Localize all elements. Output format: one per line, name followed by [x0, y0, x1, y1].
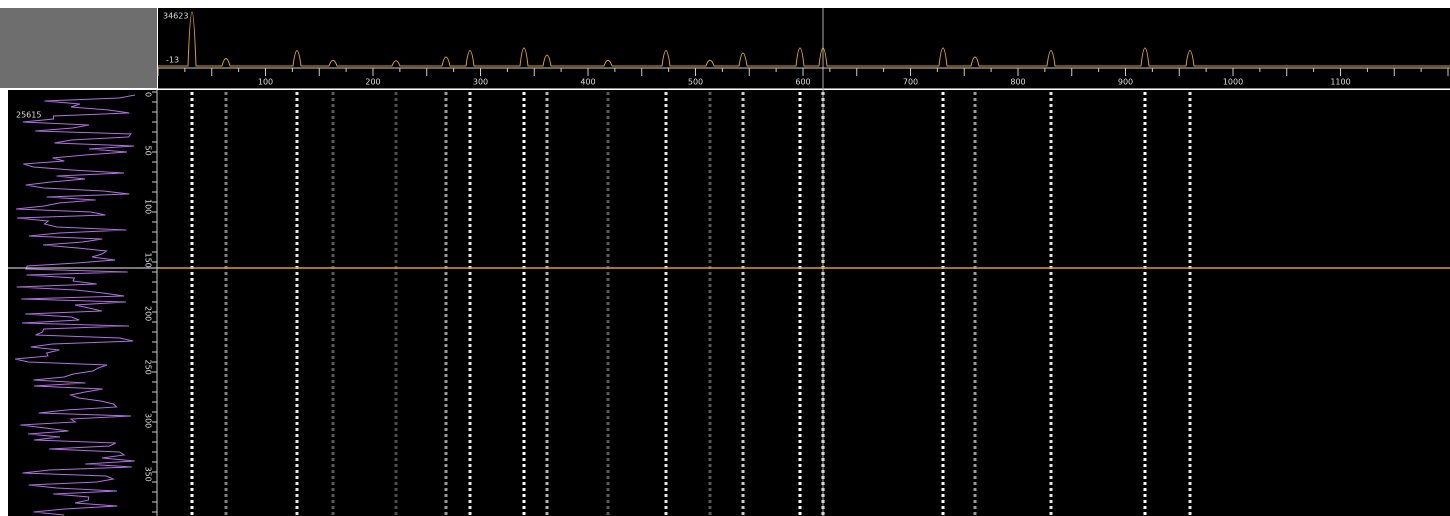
x-tick-label: 900 [1118, 78, 1133, 87]
spectrum-trace [158, 11, 1450, 67]
y-tick-label: 100 [144, 199, 153, 214]
x-tick-label: 300 [473, 78, 488, 87]
y-tick-label: 50 [144, 146, 153, 156]
spectrum-min-label: -13 [166, 56, 179, 65]
y-tick-label: 150 [144, 253, 153, 268]
x-tick-label: 100 [258, 78, 273, 87]
y-tick-label: 250 [144, 360, 153, 375]
profile-panel [8, 90, 158, 516]
x-tick-label: 400 [580, 78, 595, 87]
profile-trace [14, 94, 136, 516]
y-tick-label: 200 [144, 306, 153, 321]
x-tick-label: 200 [365, 78, 380, 87]
spectrum-panel [158, 8, 1450, 88]
y-tick-label: 350 [144, 467, 153, 482]
x-tick-label: 500 [688, 78, 703, 87]
spectrum-max-label: 34623 [163, 12, 188, 21]
x-tick-label: 1000 [1223, 78, 1243, 87]
x-tick-label: 800 [1010, 78, 1025, 87]
y-tick-label: 300 [144, 413, 153, 428]
spectrum-trace-group [158, 11, 1450, 67]
y-tick-label: 0 [144, 92, 153, 97]
x-tick-label: 700 [903, 78, 918, 87]
corner-panel [0, 8, 157, 88]
profile-max-label: 25615 [16, 111, 41, 120]
x-tick-label: 600 [795, 78, 810, 87]
waterfall-panel [158, 90, 1450, 516]
x-tick-label: 1100 [1330, 78, 1350, 87]
profile-trace-group [14, 94, 136, 516]
